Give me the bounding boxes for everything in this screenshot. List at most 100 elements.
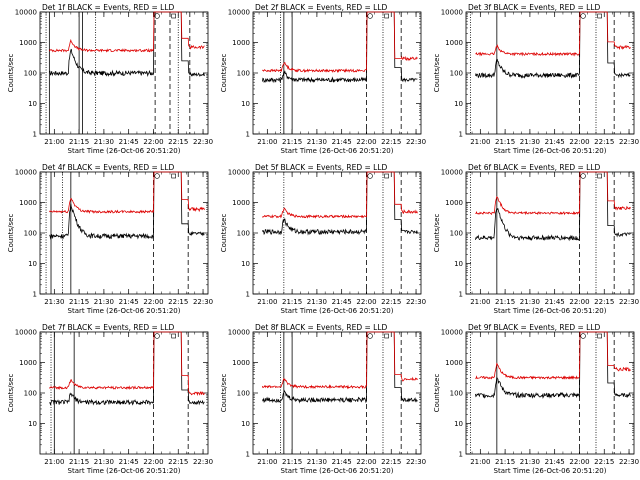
x-tick-label: 21:00 [44,138,64,146]
y-tick-label: 10000 [228,329,250,337]
x-tick-label: 22:15 [594,458,614,466]
x-tick-label: 21:15 [282,458,302,466]
y-tick-label: 1000 [232,39,250,47]
x-tick-label: 22:30 [619,458,639,466]
y-tick-label: 100 [237,390,250,398]
x-tick-label: 22:15 [594,138,614,146]
x-tick-label: 21:30 [520,298,540,306]
saa-end-symbol [171,333,176,339]
x-tick-label: 21:00 [257,458,277,466]
panel-title: Det 4f BLACK = Events, RED = LLD [42,163,175,172]
saa-start-symbol [580,13,586,19]
panel-8: Det 8f BLACK = Events, RED = LLD Counts/s… [220,323,426,475]
x-tick-label: 22:15 [381,138,401,146]
lld-series-line [262,11,418,74]
plot-frame [252,171,422,295]
x-tick-label: 22:00 [569,298,589,306]
y-axis-label: Counts/sec [7,54,15,93]
panel-title: Det 6f BLACK = Events, RED = LLD [468,163,601,172]
x-tick-label: 21:00 [470,138,490,146]
y-axis-label: Counts/sec [7,214,15,253]
y-tick-label: 1000 [19,359,37,367]
lld-series-line [475,171,631,216]
x-tick-label: 22:15 [168,458,188,466]
y-axis-label: Counts/sec [7,374,15,413]
x-tick-label: 21:30 [94,138,114,146]
x-tick-label: 22:30 [619,138,639,146]
saa-end-symbol [171,173,176,179]
panel-3: Det 3f BLACK = Events, RED = LLD Counts/s… [433,3,639,155]
panel-5: Det 5f BLACK = Events, RED = LLD Counts/s… [220,163,426,315]
panel-title: Det 7f BLACK = Events, RED = LLD [42,323,175,332]
x-axis-label: Start Time (26-Oct-06 20:51:20) [281,147,394,155]
x-tick-label: 21:15 [69,458,89,466]
x-tick-label: 21:15 [69,298,89,306]
x-tick-label: 21:00 [470,298,490,306]
panel-title: Det 2f BLACK = Events, RED = LLD [255,3,388,12]
panel-title: Det 8f BLACK = Events, RED = LLD [255,323,388,332]
x-tick-label: 22:00 [143,458,163,466]
x-tick-label: 21:45 [332,298,352,306]
saa-start-symbol [154,13,160,19]
y-tick-label: 1000 [445,359,463,367]
x-tick-label: 21:00 [257,298,277,306]
x-tick-label: 22:15 [168,298,188,306]
saa-start-symbol [154,173,160,179]
y-tick-label: 100 [24,230,37,238]
y-tick-label: 1 [246,131,250,139]
y-tick-label: 1000 [445,199,463,207]
x-tick-label: 21:45 [332,458,352,466]
plot-frame [465,11,635,135]
saa-end-symbol [384,13,389,19]
x-tick-label: 21:30 [307,458,327,466]
x-axis-label: Start Time (26-Oct-06 20:51:20) [281,307,394,315]
x-tick-label: 21:30 [94,298,114,306]
x-tick-label: 22:15 [594,298,614,306]
panel-2: Det 2f BLACK = Events, RED = LLD Counts/s… [220,3,426,155]
panel-title: Det 5f BLACK = Events, RED = LLD [255,163,388,172]
y-tick-label: 1 [459,131,463,139]
x-tick-label: 21:45 [545,138,565,146]
plot-frame [252,331,422,455]
y-tick-label: 100 [24,70,37,78]
panel-1: Det 1f BLACK = Events, RED = LLD Counts/s… [7,3,213,155]
saa-start-symbol [367,333,373,339]
y-tick-label: 1000 [232,199,250,207]
x-tick-label: 22:00 [356,298,376,306]
y-tick-label: 10000 [441,329,463,337]
panel-title: Det 9f BLACK = Events, RED = LLD [468,323,601,332]
x-tick-label: 21:45 [119,138,139,146]
x-tick-label: 21:45 [332,138,352,146]
saa-end-symbol [597,173,602,179]
lld-series-line [475,331,631,380]
x-axis-label: Start Time (26-Oct-06 20:51:20) [494,467,607,475]
plot-frame [39,331,209,455]
y-axis-label: Counts/sec [433,214,441,253]
y-tick-label: 10 [28,260,37,268]
y-tick-label: 1 [459,291,463,299]
x-tick-label: 22:00 [143,138,163,146]
x-tick-label: 21:15 [282,138,302,146]
x-axis-label: Start Time (26-Oct-06 20:51:20) [68,147,181,155]
x-tick-label: 22:00 [356,138,376,146]
panel-title: Det 3f BLACK = Events, RED = LLD [468,3,601,12]
x-axis-label: Start Time (26-Oct-06 20:51:20) [68,467,181,475]
x-tick-label: 22:00 [569,138,589,146]
plot-frame [39,171,209,295]
panel-9: Det 9f BLACK = Events, RED = LLD Counts/s… [433,323,639,475]
x-tick-label: 22:15 [168,138,188,146]
saa-start-symbol [580,173,586,179]
saa-start-symbol [367,173,373,179]
y-tick-label: 1 [33,131,37,139]
y-tick-label: 10000 [441,9,463,17]
panel-title: Det 1f BLACK = Events, RED = LLD [42,3,175,12]
plot-frame [465,171,635,295]
x-tick-label: 21:45 [119,458,139,466]
saa-end-symbol [384,173,389,179]
y-axis-label: Counts/sec [220,374,228,413]
y-tick-label: 10 [454,100,463,108]
x-tick-label: 21:15 [69,138,89,146]
saa-end-symbol [384,333,389,339]
x-tick-label: 22:00 [356,458,376,466]
x-tick-label: 22:30 [619,298,639,306]
